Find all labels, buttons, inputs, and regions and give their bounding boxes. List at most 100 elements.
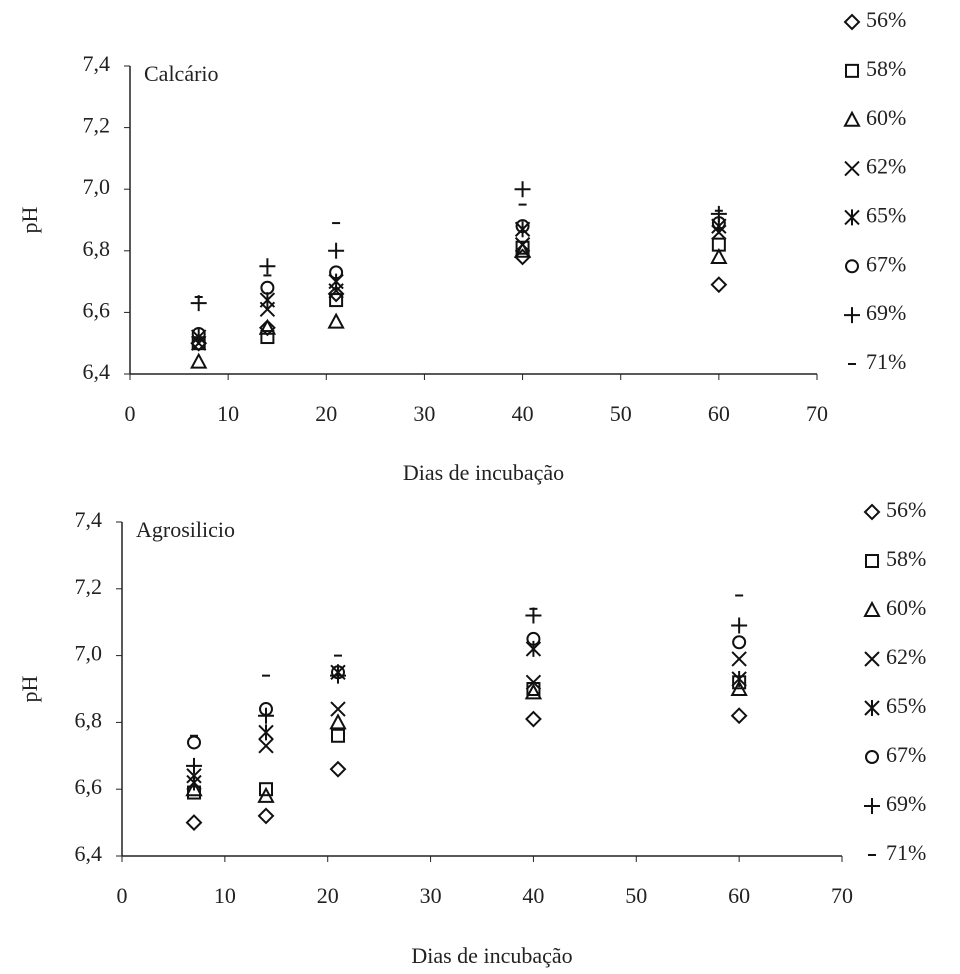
legend-label: 56% (886, 497, 926, 522)
y-tick-label: 6,8 (83, 236, 111, 261)
marker (187, 735, 201, 750)
marker (732, 635, 747, 650)
legend-marker (864, 700, 880, 716)
marker (514, 221, 531, 238)
legend-label: 67% (866, 251, 906, 276)
legend-marker (844, 307, 860, 324)
legend-label: 65% (866, 202, 906, 227)
marker (185, 814, 203, 832)
marker (327, 285, 345, 303)
marker (259, 782, 273, 797)
x-tick-label: 20 (315, 401, 337, 426)
legend-label: 58% (866, 56, 906, 81)
marker (259, 258, 276, 275)
x-tick-label: 50 (625, 883, 647, 908)
x-tick-label: 60 (708, 401, 730, 426)
marker (731, 670, 747, 687)
legend-marker (845, 259, 859, 274)
marker (329, 760, 347, 778)
marker (258, 707, 274, 724)
x-tick-label: 20 (317, 883, 339, 908)
legend-marker (844, 209, 860, 226)
y-tick-label: 7,2 (75, 574, 103, 599)
x-tick-label: 70 (831, 883, 853, 908)
legend-marker (865, 750, 879, 764)
marker (524, 683, 543, 700)
y-tick-label: 6,4 (75, 841, 103, 866)
y-tick-label: 7,4 (83, 51, 111, 76)
marker (258, 318, 277, 335)
marker (731, 617, 748, 634)
y-tick-label: 7,0 (83, 174, 111, 199)
chart: 6,4 6,6 6,8 7,0 7,2 7,4 0 10 20 30 40 50 60 70 Agrosil… (17, 497, 926, 968)
marker (731, 651, 747, 667)
marker (185, 780, 203, 797)
marker (258, 738, 274, 754)
legend-label: 56% (866, 7, 906, 32)
marker (514, 236, 531, 253)
marker (328, 242, 345, 259)
legend-label: 69% (886, 791, 926, 816)
legend-label: 71% (866, 349, 906, 374)
x-tick-label: 60 (728, 883, 750, 908)
marker (257, 807, 275, 825)
legend-marker (863, 600, 881, 617)
y-axis-label: pH (17, 206, 42, 233)
marker (331, 728, 345, 743)
marker (330, 701, 346, 717)
legend-label: 62% (886, 644, 926, 669)
marker (190, 329, 207, 346)
marker (525, 640, 542, 657)
marker (525, 607, 542, 624)
x-tick-label: 40 (512, 401, 534, 426)
x-tick-label: 50 (610, 401, 632, 426)
marker (513, 241, 532, 258)
legend-marker (843, 13, 861, 31)
marker (514, 181, 531, 198)
legend-label: 58% (886, 546, 926, 571)
x-axis-label: Dias de incubação (403, 460, 564, 485)
legend-marker (845, 63, 859, 78)
marker (329, 265, 344, 280)
chart-title: Agrosilicio (136, 517, 235, 542)
chart-title: Calcário (144, 61, 219, 86)
legend-label: 67% (886, 742, 926, 767)
marker (329, 713, 347, 730)
legend-marker (843, 110, 861, 127)
y-tick-label: 7,4 (75, 507, 103, 532)
marker (329, 293, 344, 308)
legend-marker (864, 651, 880, 667)
x-tick-label: 0 (125, 401, 136, 426)
marker (525, 674, 542, 691)
x-tick-label: 10 (217, 401, 239, 426)
y-tick-label: 7,0 (75, 641, 103, 666)
y-tick-label: 6,4 (83, 359, 111, 384)
marker (257, 786, 275, 803)
marker (260, 280, 275, 295)
legend-label: 60% (886, 595, 926, 620)
chart: 6,4 6,6 6,8 7,0 7,2 7,4 0 10 20 30 40 50 60 70 Calcári… (17, 7, 906, 485)
marker (525, 710, 542, 728)
legend-label: 60% (866, 105, 906, 130)
marker (730, 679, 748, 696)
x-tick-label: 10 (214, 883, 236, 908)
y-tick-label: 6,6 (75, 774, 103, 799)
x-tick-label: 0 (117, 883, 128, 908)
marker (327, 312, 345, 329)
y-tick-label: 6,8 (75, 707, 103, 732)
marker (186, 757, 202, 774)
x-tick-label: 40 (522, 883, 544, 908)
marker (710, 276, 728, 294)
legend-marker (864, 798, 880, 814)
marker (730, 707, 748, 725)
y-tick-label: 6,6 (83, 297, 111, 322)
marker (190, 352, 208, 369)
marker (186, 774, 202, 791)
legend-marker (844, 160, 860, 177)
x-tick-label: 30 (413, 401, 435, 426)
marker (515, 219, 530, 234)
marker (710, 247, 728, 264)
legend-marker (865, 554, 879, 568)
marker (258, 724, 274, 741)
y-tick-label: 7,2 (83, 113, 111, 138)
